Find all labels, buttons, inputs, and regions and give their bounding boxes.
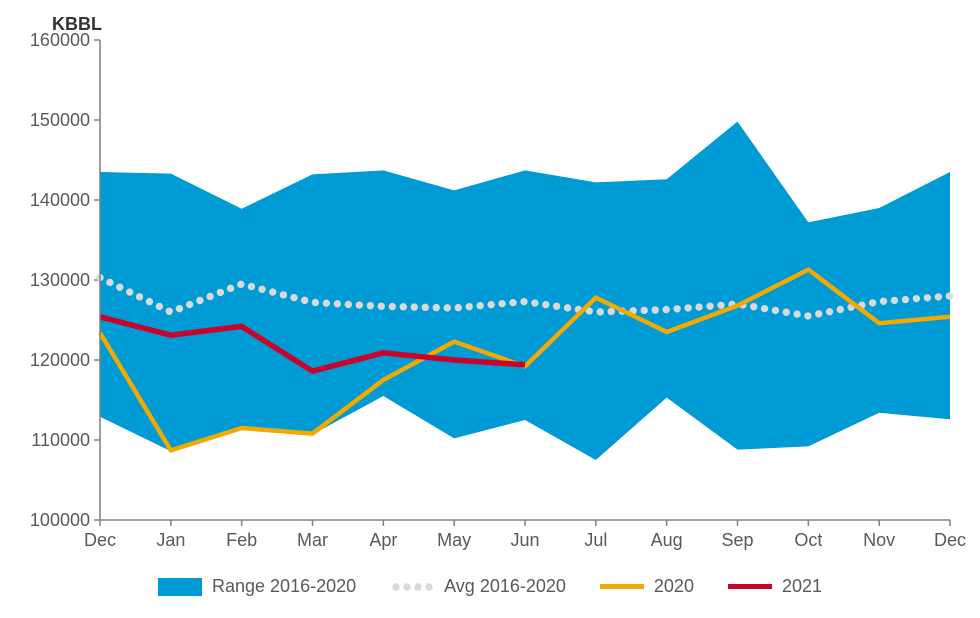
svg-text:Jun: Jun xyxy=(510,530,539,550)
svg-text:Nov: Nov xyxy=(863,530,895,550)
legend-marker xyxy=(158,578,202,596)
svg-text:Feb: Feb xyxy=(226,530,257,550)
svg-text:Oct: Oct xyxy=(794,530,822,550)
svg-text:Jul: Jul xyxy=(584,530,607,550)
legend-marker xyxy=(390,578,434,596)
svg-text:Dec: Dec xyxy=(934,530,966,550)
svg-text:150000: 150000 xyxy=(30,110,90,130)
legend-label: 2020 xyxy=(654,576,694,597)
svg-text:110000: 110000 xyxy=(31,430,90,450)
svg-text:Sep: Sep xyxy=(721,530,753,550)
legend-marker xyxy=(600,584,644,589)
legend-item: 2021 xyxy=(728,576,822,597)
svg-text:120000: 120000 xyxy=(30,350,90,370)
svg-text:May: May xyxy=(437,530,471,550)
chart-svg: 1000001100001200001300001400001500001600… xyxy=(0,0,980,618)
legend-item: Avg 2016-2020 xyxy=(390,576,566,597)
svg-text:Aug: Aug xyxy=(651,530,683,550)
svg-text:Jan: Jan xyxy=(156,530,185,550)
legend-label: Range 2016-2020 xyxy=(212,576,356,597)
legend-item: Range 2016-2020 xyxy=(158,576,356,597)
legend-marker xyxy=(728,584,772,590)
legend-item: 2020 xyxy=(600,576,694,597)
legend: Range 2016-2020 Avg 2016-2020 2020 2021 xyxy=(0,576,980,597)
legend-label: 2021 xyxy=(782,576,822,597)
chart-container: KBBL 100000 110000 120000 130000 140000 15000… xyxy=(0,0,980,618)
svg-text:100000: 100000 xyxy=(30,510,90,530)
y-axis-title: KBBL xyxy=(52,14,102,35)
svg-text:Dec: Dec xyxy=(84,530,116,550)
svg-text:Mar: Mar xyxy=(297,530,328,550)
svg-text:140000: 140000 xyxy=(30,190,90,210)
svg-text:Apr: Apr xyxy=(369,530,397,550)
legend-label: Avg 2016-2020 xyxy=(444,576,566,597)
svg-text:130000: 130000 xyxy=(30,270,90,290)
